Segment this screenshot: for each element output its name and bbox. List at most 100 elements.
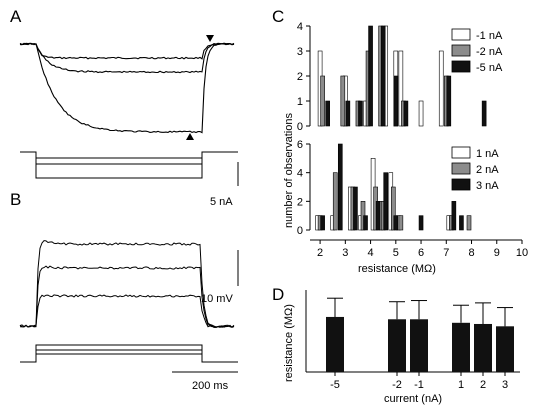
c-xtick-label-2: 2 [317,247,323,259]
panel-c-ylabel: number of observations [283,113,295,228]
d-bar-0 [326,316,344,372]
c-bar-0-1-0 [320,75,325,127]
d-bar-5 [496,326,514,372]
c-legend-swatch-1-2 [451,178,471,191]
panel-letter-c: C [272,7,284,26]
c-ytick-label-1-0: 0 [297,225,303,237]
d-bar-2 [410,319,428,372]
c-xtick-label-6: 6 [418,247,424,259]
time-scalebar-label: 200 ms [192,380,229,392]
d-xtick-label-2: -1 [414,379,424,391]
c-ytick-label-0-4: 4 [297,21,303,33]
panel-d-ylabel: resistance (MΩ) [283,304,295,382]
arrowhead-up-marker [186,133,194,140]
c-bar-0-2-7 [446,75,452,127]
c-ytick-label-0-3: 3 [297,46,303,58]
panel-a-command [20,151,238,179]
c-legend-label-1-0: 1 nA [476,148,499,160]
c-legend-swatch-0-1 [451,44,471,57]
c-bar-1-1-1 [332,172,338,231]
c-bar-0-0-7 [438,50,444,127]
panel-letter-b: B [10,190,21,209]
c-bar-1-1-6 [390,186,396,231]
command-trace-4 [20,353,238,363]
c-xtick-label-7: 7 [443,247,449,259]
c-bar-1-2-6 [393,215,399,231]
d-xtick-label-0: -5 [330,379,340,391]
d-xtick-label-4: 2 [480,379,486,391]
d-bar-4 [474,323,492,372]
c-bar-0-2-1 [345,100,351,127]
voltage-trace-b2 [19,265,235,329]
c-bar-0-2-3 [368,25,373,127]
c-ytick-label-0-0: 0 [297,121,303,133]
panel-c-xlabel: resistance (MΩ) [358,263,436,275]
c-bar-0-2-6 [403,100,409,127]
d-bar-3 [452,322,470,372]
c-legend-label-0-0: -1 nA [476,30,503,42]
arrowhead-down-marker [206,35,214,42]
c-bar-1-2-2 [353,186,358,231]
c-bar-0-2-0 [325,100,330,127]
c-bar-1-1-7 [398,215,404,231]
c-ytick-label-1-4: 4 [297,168,303,180]
voltage-trace-a3 [19,42,235,134]
voltage-scalebar-label: 10 mV [201,293,233,305]
c-bar-0-2-4 [380,25,386,127]
c-bar-0-2-5 [393,75,399,127]
c-bar-1-2-9 [459,215,464,231]
c-bar-1-2-8 [451,201,457,231]
c-bar-0-2-2 [358,100,363,127]
c-xtick-label-10: 10 [516,247,528,259]
d-xtick-label-5: 3 [502,379,508,391]
voltage-trace-b1 [19,240,235,328]
c-ytick-label-0-2: 2 [297,71,303,83]
c-bar-0-0-5 [398,50,404,127]
c-bar-1-1-9 [466,215,472,231]
c-xtick-label-3: 3 [342,247,348,259]
panel-letter-a: A [10,7,22,26]
c-bar-1-2-1 [337,143,343,231]
c-legend-label-0-1: -2 nA [476,46,503,58]
panel-letter-d: D [272,285,284,304]
c-legend-swatch-0-0 [451,28,471,41]
c-legend-swatch-0-2 [451,60,471,73]
c-legend-swatch-1-1 [451,162,471,175]
panel-c-histograms: 0 1 2 3 4 -1 nA -2 nA -5 nA 0 2 4 6 1 nA 2 nA 3 nA 2 3 4 5… [297,21,528,259]
d-xtick-label-3: 1 [458,379,464,391]
panel-b-command [20,344,238,363]
c-bar-1-2-3 [363,215,368,231]
c-legend-swatch-1-0 [451,146,471,159]
c-bar-1-2-5 [383,172,389,231]
c-xtick-label-4: 4 [368,247,374,259]
c-xtick-label-5: 5 [393,247,399,259]
c-ytick-label-1-2: 2 [297,196,303,208]
panel-d-xlabel: current (nA) [384,393,442,405]
command-trace-6 [35,344,203,362]
command-trace-1 [20,151,238,159]
c-bar-1-2-0 [320,215,325,231]
c-legend-label-1-2: 3 nA [476,180,499,192]
c-bar-1-2-7 [418,215,424,231]
c-bar-1-2-4 [375,201,381,231]
command-trace-3 [35,152,203,179]
current-scalebar-label: 5 nA [210,196,233,208]
c-bar-0-2-8 [481,100,487,127]
panel-d-bars: -5 -2 -1 1 2 3 [305,290,520,391]
c-bar-0-0-6 [418,100,424,127]
c-legend-label-1-1: 2 nA [476,164,499,176]
c-ytick-label-0-1: 1 [297,96,303,108]
c-xtick-label-9: 9 [494,247,500,259]
voltage-trace-a2 [19,42,235,74]
c-bar-0-1-1 [340,75,346,127]
c-xtick-label-8: 8 [468,247,474,259]
c-legend-label-0-2: -5 nA [476,62,503,74]
voltage-trace-b3 [19,294,235,329]
voltage-trace-a1 [19,42,235,60]
c-ytick-label-1-6: 6 [297,139,303,151]
panel-a-traces [19,35,235,140]
d-bar-1 [388,319,406,372]
command-trace-5 [35,349,203,362]
panel-b-traces [19,240,235,329]
